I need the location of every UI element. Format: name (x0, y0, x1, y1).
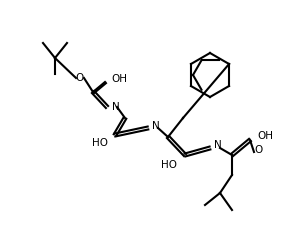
Text: O: O (254, 145, 262, 155)
Text: N: N (214, 140, 222, 150)
Text: N: N (112, 102, 120, 112)
Text: N: N (152, 121, 160, 131)
Text: HO: HO (161, 160, 177, 170)
Text: HO: HO (92, 138, 108, 148)
Text: O: O (76, 73, 84, 83)
Text: OH: OH (111, 74, 127, 84)
Text: OH: OH (257, 131, 273, 141)
